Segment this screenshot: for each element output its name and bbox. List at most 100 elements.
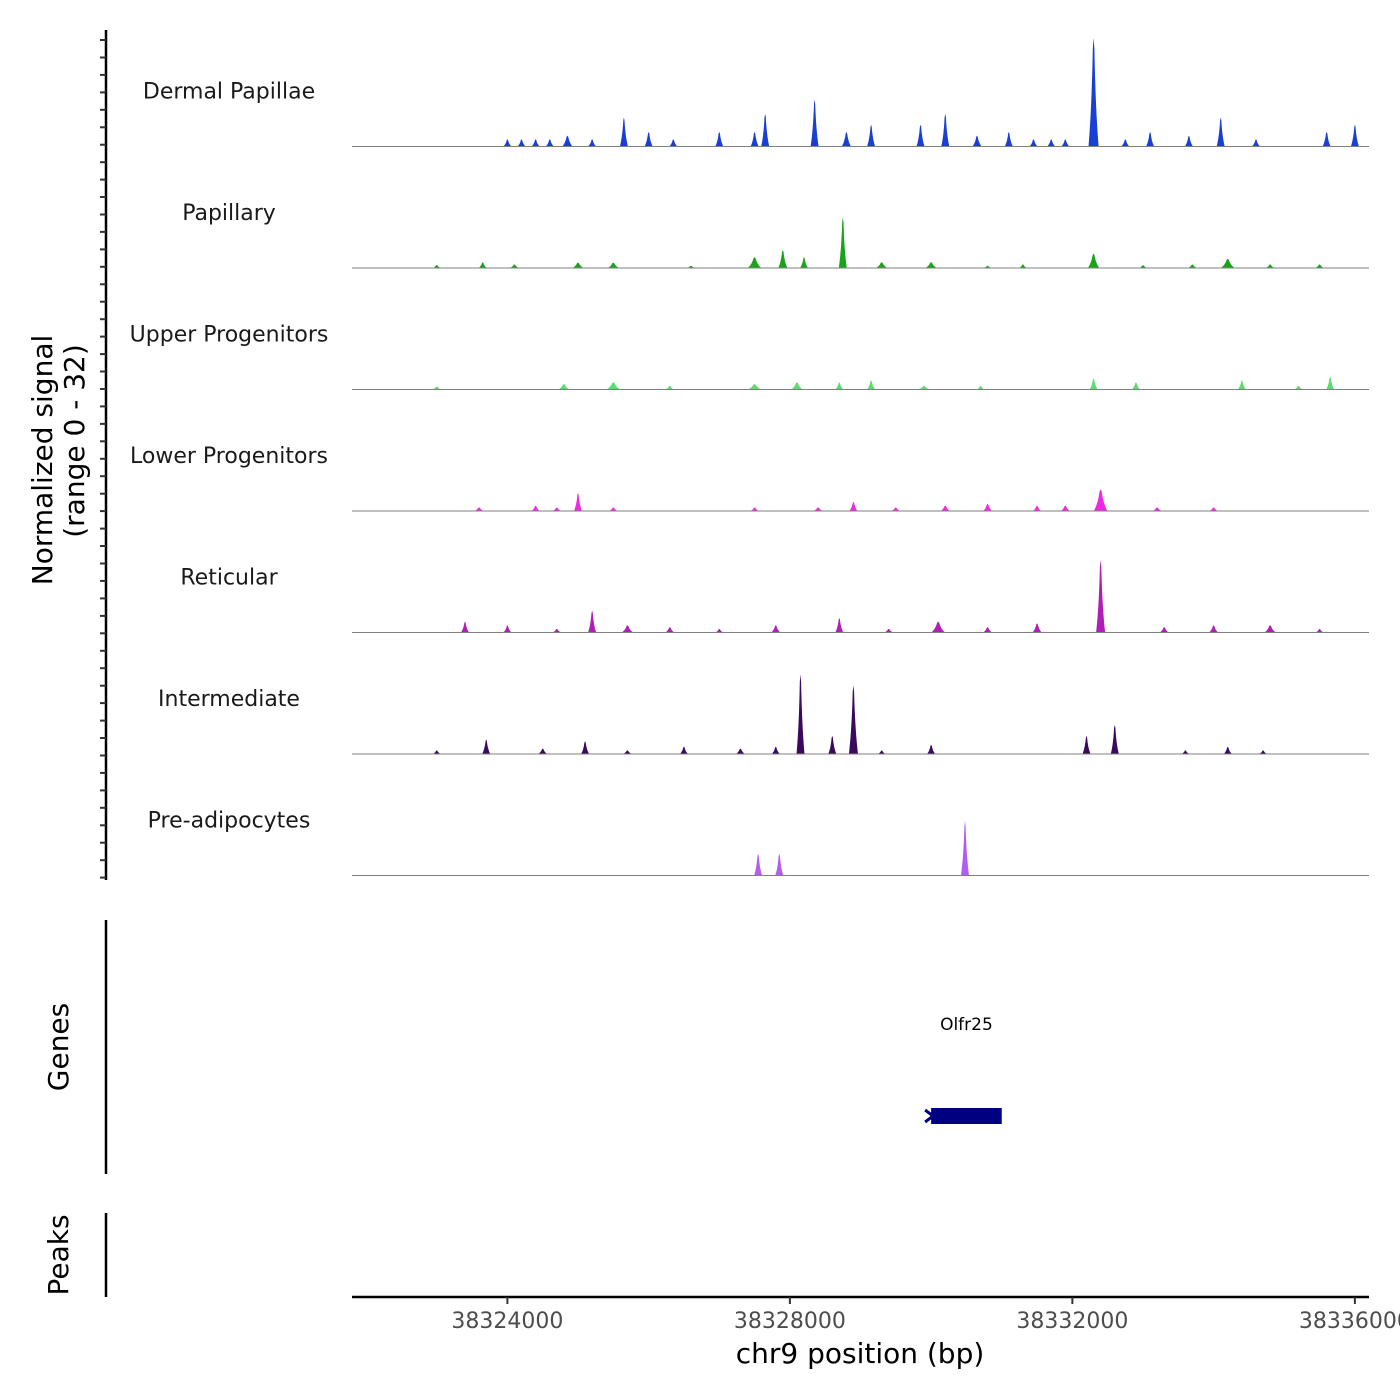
signal-peak — [1350, 124, 1359, 147]
signal-peak — [1082, 735, 1091, 754]
signal-peak — [1061, 139, 1070, 147]
signal-peak — [609, 507, 618, 511]
signal-peak — [503, 139, 512, 147]
signal-peak — [754, 853, 763, 876]
track-upper-progenitors: Upper Progenitors — [130, 323, 1369, 390]
signal-peak — [1259, 750, 1268, 754]
signal-peak — [474, 507, 484, 511]
signal-peak — [976, 385, 985, 390]
signal-peak — [432, 265, 441, 268]
signal-peak — [1093, 489, 1108, 511]
signal-peak — [961, 821, 969, 876]
signal-peak — [679, 746, 688, 754]
signal-peak — [687, 265, 695, 268]
x-tick-label: 38328000 — [734, 1309, 846, 1334]
signal-peak — [835, 618, 844, 633]
signal-peak — [1089, 378, 1098, 390]
signal-peak — [531, 139, 540, 147]
signal-peak — [607, 262, 619, 268]
signal-peak — [574, 492, 582, 511]
signal-peak — [1184, 135, 1193, 147]
signal-y-ticks — [100, 39, 106, 879]
signal-peak — [931, 621, 945, 633]
track-intermediate: Intermediate — [158, 674, 1369, 755]
genes-title: Genes — [42, 1003, 75, 1091]
signal-peak — [552, 628, 562, 633]
signal-peak — [538, 748, 548, 754]
y-axis-title-line1: Normalized signal — [26, 335, 59, 586]
signal-peak — [581, 741, 590, 754]
signal-peak — [1121, 139, 1130, 147]
gene-label: Olfr25 — [940, 1015, 993, 1035]
signal-peak — [927, 744, 936, 754]
signal-peak — [644, 132, 653, 147]
signal-peak — [761, 113, 770, 147]
signal-peak — [1209, 507, 1218, 511]
signal-peak — [1181, 750, 1190, 754]
signal-peak — [983, 503, 993, 511]
signal-peak — [828, 735, 837, 754]
signal-peak — [1060, 505, 1070, 511]
signal-peak — [771, 625, 781, 633]
signal-peak — [665, 627, 675, 633]
signal-peak — [983, 627, 993, 633]
gene-body — [931, 1108, 1002, 1124]
signal-peak — [531, 505, 540, 511]
signal-peak — [841, 132, 851, 147]
x-tick-label: 38332000 — [1016, 1309, 1128, 1334]
track-lower-progenitors: Lower Progenitors — [130, 444, 1369, 512]
track-label: Papillary — [182, 201, 276, 226]
signal-peak — [750, 132, 759, 147]
signal-peak — [916, 124, 925, 147]
signal-peak — [810, 99, 819, 147]
x-axis-title: chr9 position (bp) — [736, 1337, 985, 1370]
signal-peak — [1029, 139, 1038, 147]
gene-strand-arrow — [924, 1108, 936, 1124]
signal-peak — [558, 384, 570, 390]
signal-peak — [813, 507, 823, 511]
track-label: Lower Progenitors — [130, 444, 328, 469]
signal-tracks: Dermal Papillae Papillary Upper Progenitor… — [130, 37, 1369, 876]
signal-peak — [1216, 117, 1225, 147]
signal-peak — [509, 264, 519, 268]
signal-peak — [735, 748, 745, 754]
signal-peak — [1221, 258, 1235, 268]
signal-peak — [1088, 37, 1099, 147]
signal-peak — [750, 507, 759, 511]
signal-peak — [1315, 264, 1325, 268]
signal-peak — [478, 262, 487, 268]
signal-peak — [1032, 623, 1042, 633]
signal-peak — [884, 628, 894, 633]
signal-peak — [876, 262, 888, 268]
signal-peak — [1004, 132, 1013, 147]
signal-peak — [800, 257, 808, 268]
x-tick-label: 38336000 — [1299, 1309, 1400, 1334]
signal-peak — [606, 382, 621, 390]
signal-peak — [482, 739, 491, 754]
track-label: Reticular — [180, 566, 278, 591]
signal-peak — [940, 505, 950, 511]
signal-peak — [1326, 376, 1335, 390]
signal-peak — [1087, 253, 1100, 268]
signal-peak — [432, 750, 441, 754]
signal-peak — [588, 139, 597, 147]
signal-peak — [1146, 132, 1155, 147]
signal-peak — [1237, 380, 1246, 390]
signal-peak — [867, 380, 876, 390]
signal-peak — [1223, 746, 1232, 754]
signal-peak — [1131, 382, 1140, 390]
signal-peak — [545, 139, 554, 147]
track-label: Dermal Papillae — [143, 80, 315, 105]
signal-peak — [747, 384, 762, 390]
signal-peak — [838, 217, 847, 268]
gene-annotations: Olfr25 — [924, 1015, 1002, 1124]
signal-peak — [619, 117, 628, 147]
track-label: Upper Progenitors — [130, 323, 329, 348]
signal-peak — [918, 385, 930, 390]
y-axis-title-line2: (range 0 - 32) — [58, 344, 91, 538]
signal-peak — [778, 249, 788, 268]
signal-peak — [621, 625, 634, 633]
signal-peak — [552, 507, 561, 511]
signal-peak — [983, 265, 992, 268]
